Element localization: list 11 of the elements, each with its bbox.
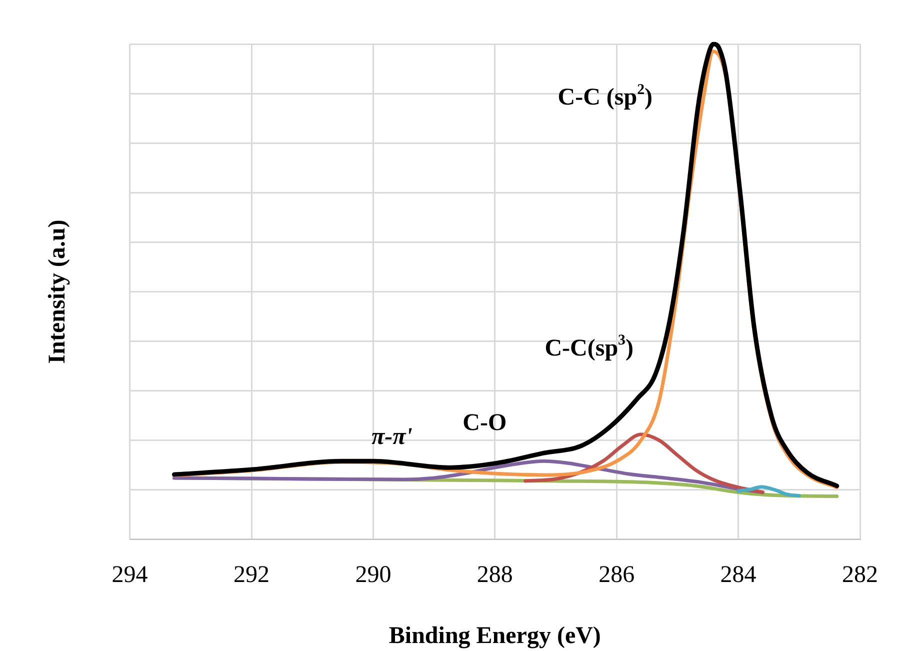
x-tick-label: 294 bbox=[112, 562, 148, 588]
x-tick-label: 282 bbox=[842, 562, 878, 588]
x-tick-label: 286 bbox=[598, 562, 635, 588]
x-axis-title: Binding Energy (eV) bbox=[388, 622, 601, 649]
x-tick-label: 290 bbox=[355, 562, 392, 588]
y-axis-title: Intensity (a.u) bbox=[44, 220, 71, 364]
x-tick-label: 292 bbox=[234, 562, 270, 588]
x-tick-label: 284 bbox=[720, 562, 756, 588]
annotation: π-π' bbox=[372, 424, 413, 450]
annotation: C-O bbox=[462, 410, 507, 436]
x-tick-label: 288 bbox=[476, 562, 513, 588]
